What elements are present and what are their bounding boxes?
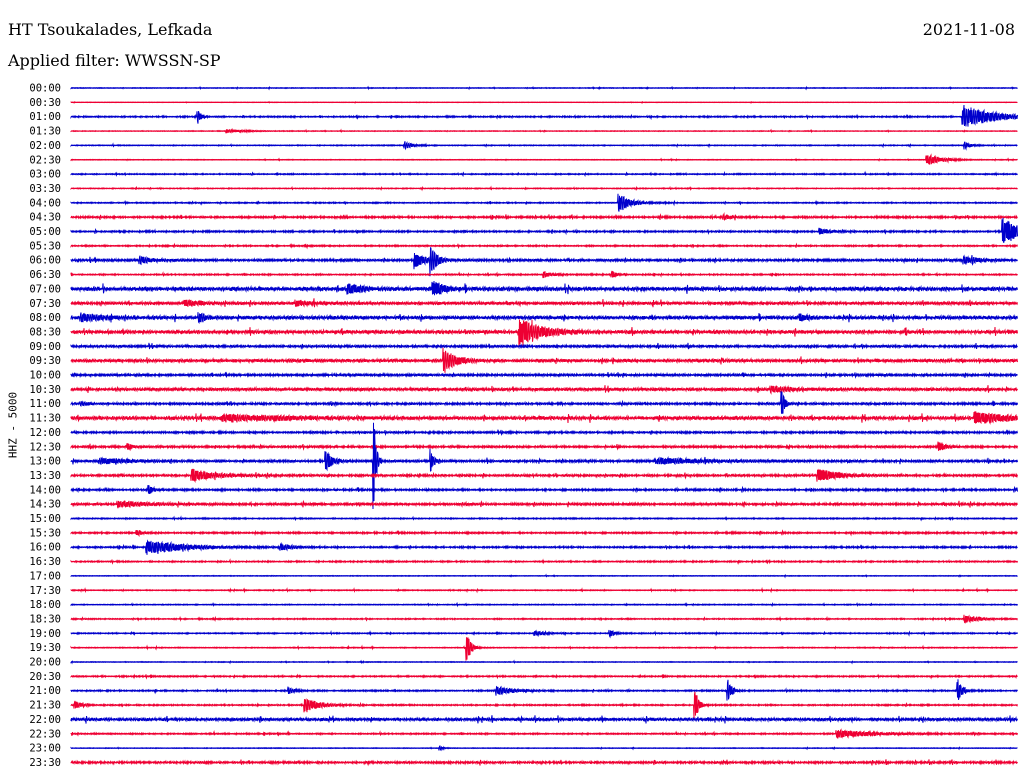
row-time-label: 15:30 bbox=[29, 527, 61, 539]
row-time-label: 17:30 bbox=[29, 585, 61, 597]
row-time-label: 03:00 bbox=[29, 169, 61, 181]
row-time-label: 11:00 bbox=[29, 398, 61, 410]
row-time-label: 04:30 bbox=[29, 212, 61, 224]
row-time-label: 00:00 bbox=[29, 83, 61, 95]
row-time-label: 06:30 bbox=[29, 269, 61, 281]
seismic-trace-1600 bbox=[70, 539, 1018, 555]
row-time-label: 12:30 bbox=[29, 441, 61, 453]
row-time-label: 13:30 bbox=[29, 470, 61, 482]
row-time-label: 19:30 bbox=[29, 642, 61, 654]
row-time-label: 09:30 bbox=[29, 355, 61, 367]
filter-label: Applied filter: WWSSN-SP bbox=[8, 51, 221, 70]
seismic-trace-0100 bbox=[70, 104, 1018, 127]
row-time-label: 10:30 bbox=[29, 384, 61, 396]
row-time-label: 23:30 bbox=[29, 757, 61, 769]
row-time-label: 17:00 bbox=[29, 570, 61, 582]
row-time-label: 00:30 bbox=[29, 97, 61, 109]
row-time-label: 22:30 bbox=[29, 728, 61, 740]
seismic-trace-1300 bbox=[70, 422, 1018, 510]
row-time-label: 13:00 bbox=[29, 456, 61, 468]
row-time-label: 14:00 bbox=[29, 484, 61, 496]
row-time-label: 11:30 bbox=[29, 413, 61, 425]
row-time-label: 03:30 bbox=[29, 183, 61, 195]
row-time-label: 20:30 bbox=[29, 671, 61, 683]
seismic-trace-1100 bbox=[70, 391, 1018, 414]
row-time-label: 23:00 bbox=[29, 743, 61, 755]
row-time-label: 22:00 bbox=[29, 714, 61, 726]
row-time-label: 04:00 bbox=[29, 197, 61, 209]
row-time-label: 07:30 bbox=[29, 298, 61, 310]
row-time-label: 07:00 bbox=[29, 283, 61, 295]
row-time-label: 21:30 bbox=[29, 700, 61, 712]
row-time-label: 06:00 bbox=[29, 255, 61, 267]
row-time-label: 10:00 bbox=[29, 370, 61, 382]
row-time-label: 21:00 bbox=[29, 685, 61, 697]
row-time-label: 18:30 bbox=[29, 613, 61, 625]
row-time-label: 08:00 bbox=[29, 312, 61, 324]
row-time-label: 16:00 bbox=[29, 542, 61, 554]
row-time-label: 14:30 bbox=[29, 499, 61, 511]
station-title: HT Tsoukalades, Lefkada bbox=[8, 20, 213, 39]
row-time-label: 01:30 bbox=[29, 126, 61, 138]
seismic-trace-1930 bbox=[70, 637, 1018, 661]
row-time-label: 12:00 bbox=[29, 427, 61, 439]
row-time-label: 16:30 bbox=[29, 556, 61, 568]
row-time-label: 05:00 bbox=[29, 226, 61, 238]
row-time-label: 08:30 bbox=[29, 326, 61, 338]
seismic-trace-0830 bbox=[70, 319, 1018, 348]
row-time-label: 02:30 bbox=[29, 154, 61, 166]
seismic-trace-0700 bbox=[70, 280, 1018, 296]
seismic-trace-0500 bbox=[70, 218, 1018, 243]
row-time-label: 01:00 bbox=[29, 111, 61, 123]
date-label: 2021-11-08 bbox=[922, 20, 1015, 39]
row-time-label: 19:00 bbox=[29, 628, 61, 640]
seismic-trace-1130 bbox=[70, 411, 1018, 425]
row-time-label: 15:00 bbox=[29, 513, 61, 525]
row-time-label: 09:00 bbox=[29, 341, 61, 353]
row-time-label: 05:30 bbox=[29, 240, 61, 252]
row-time-label: 20:00 bbox=[29, 657, 61, 669]
seismic-trace-2100 bbox=[70, 679, 1018, 701]
row-time-label: 18:00 bbox=[29, 599, 61, 611]
row-time-label: 02:00 bbox=[29, 140, 61, 152]
